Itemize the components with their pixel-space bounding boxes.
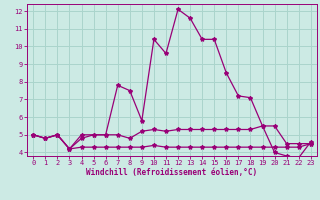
X-axis label: Windchill (Refroidissement éolien,°C): Windchill (Refroidissement éolien,°C) xyxy=(86,168,258,177)
